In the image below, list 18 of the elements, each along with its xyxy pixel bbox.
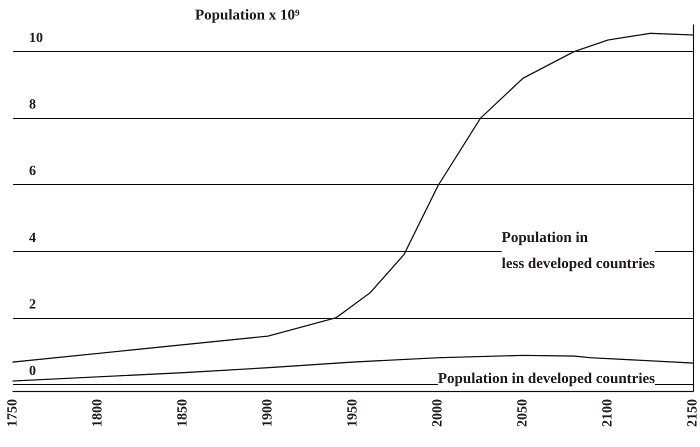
x-tick-label: 1950 — [346, 399, 360, 427]
annotation: Population in developed countries — [438, 371, 656, 387]
y-axis-title: Population x 10⁹ — [195, 8, 300, 24]
y-tick-label: 4 — [29, 230, 36, 246]
x-tick-label: 1800 — [90, 399, 106, 427]
x-tick-label: 1750 — [6, 399, 20, 427]
y-tick-label: 8 — [29, 98, 36, 113]
y-tick-label: 2 — [29, 297, 36, 312]
x-tick-label: 2050 — [516, 399, 530, 427]
x-tick-label: 2150 — [686, 399, 700, 427]
x-tick-label: 2100 — [600, 399, 616, 427]
y-tick-label: 0 — [29, 364, 36, 379]
x-tick-label: 1900 — [260, 399, 276, 427]
x-tick-label: 2000 — [430, 399, 446, 427]
x-tick-label: 1850 — [176, 399, 190, 427]
y-tick-label: 6 — [29, 164, 36, 180]
y-tick-label: 10 — [29, 31, 43, 46]
annotation: Population in less developed countries — [502, 230, 656, 272]
